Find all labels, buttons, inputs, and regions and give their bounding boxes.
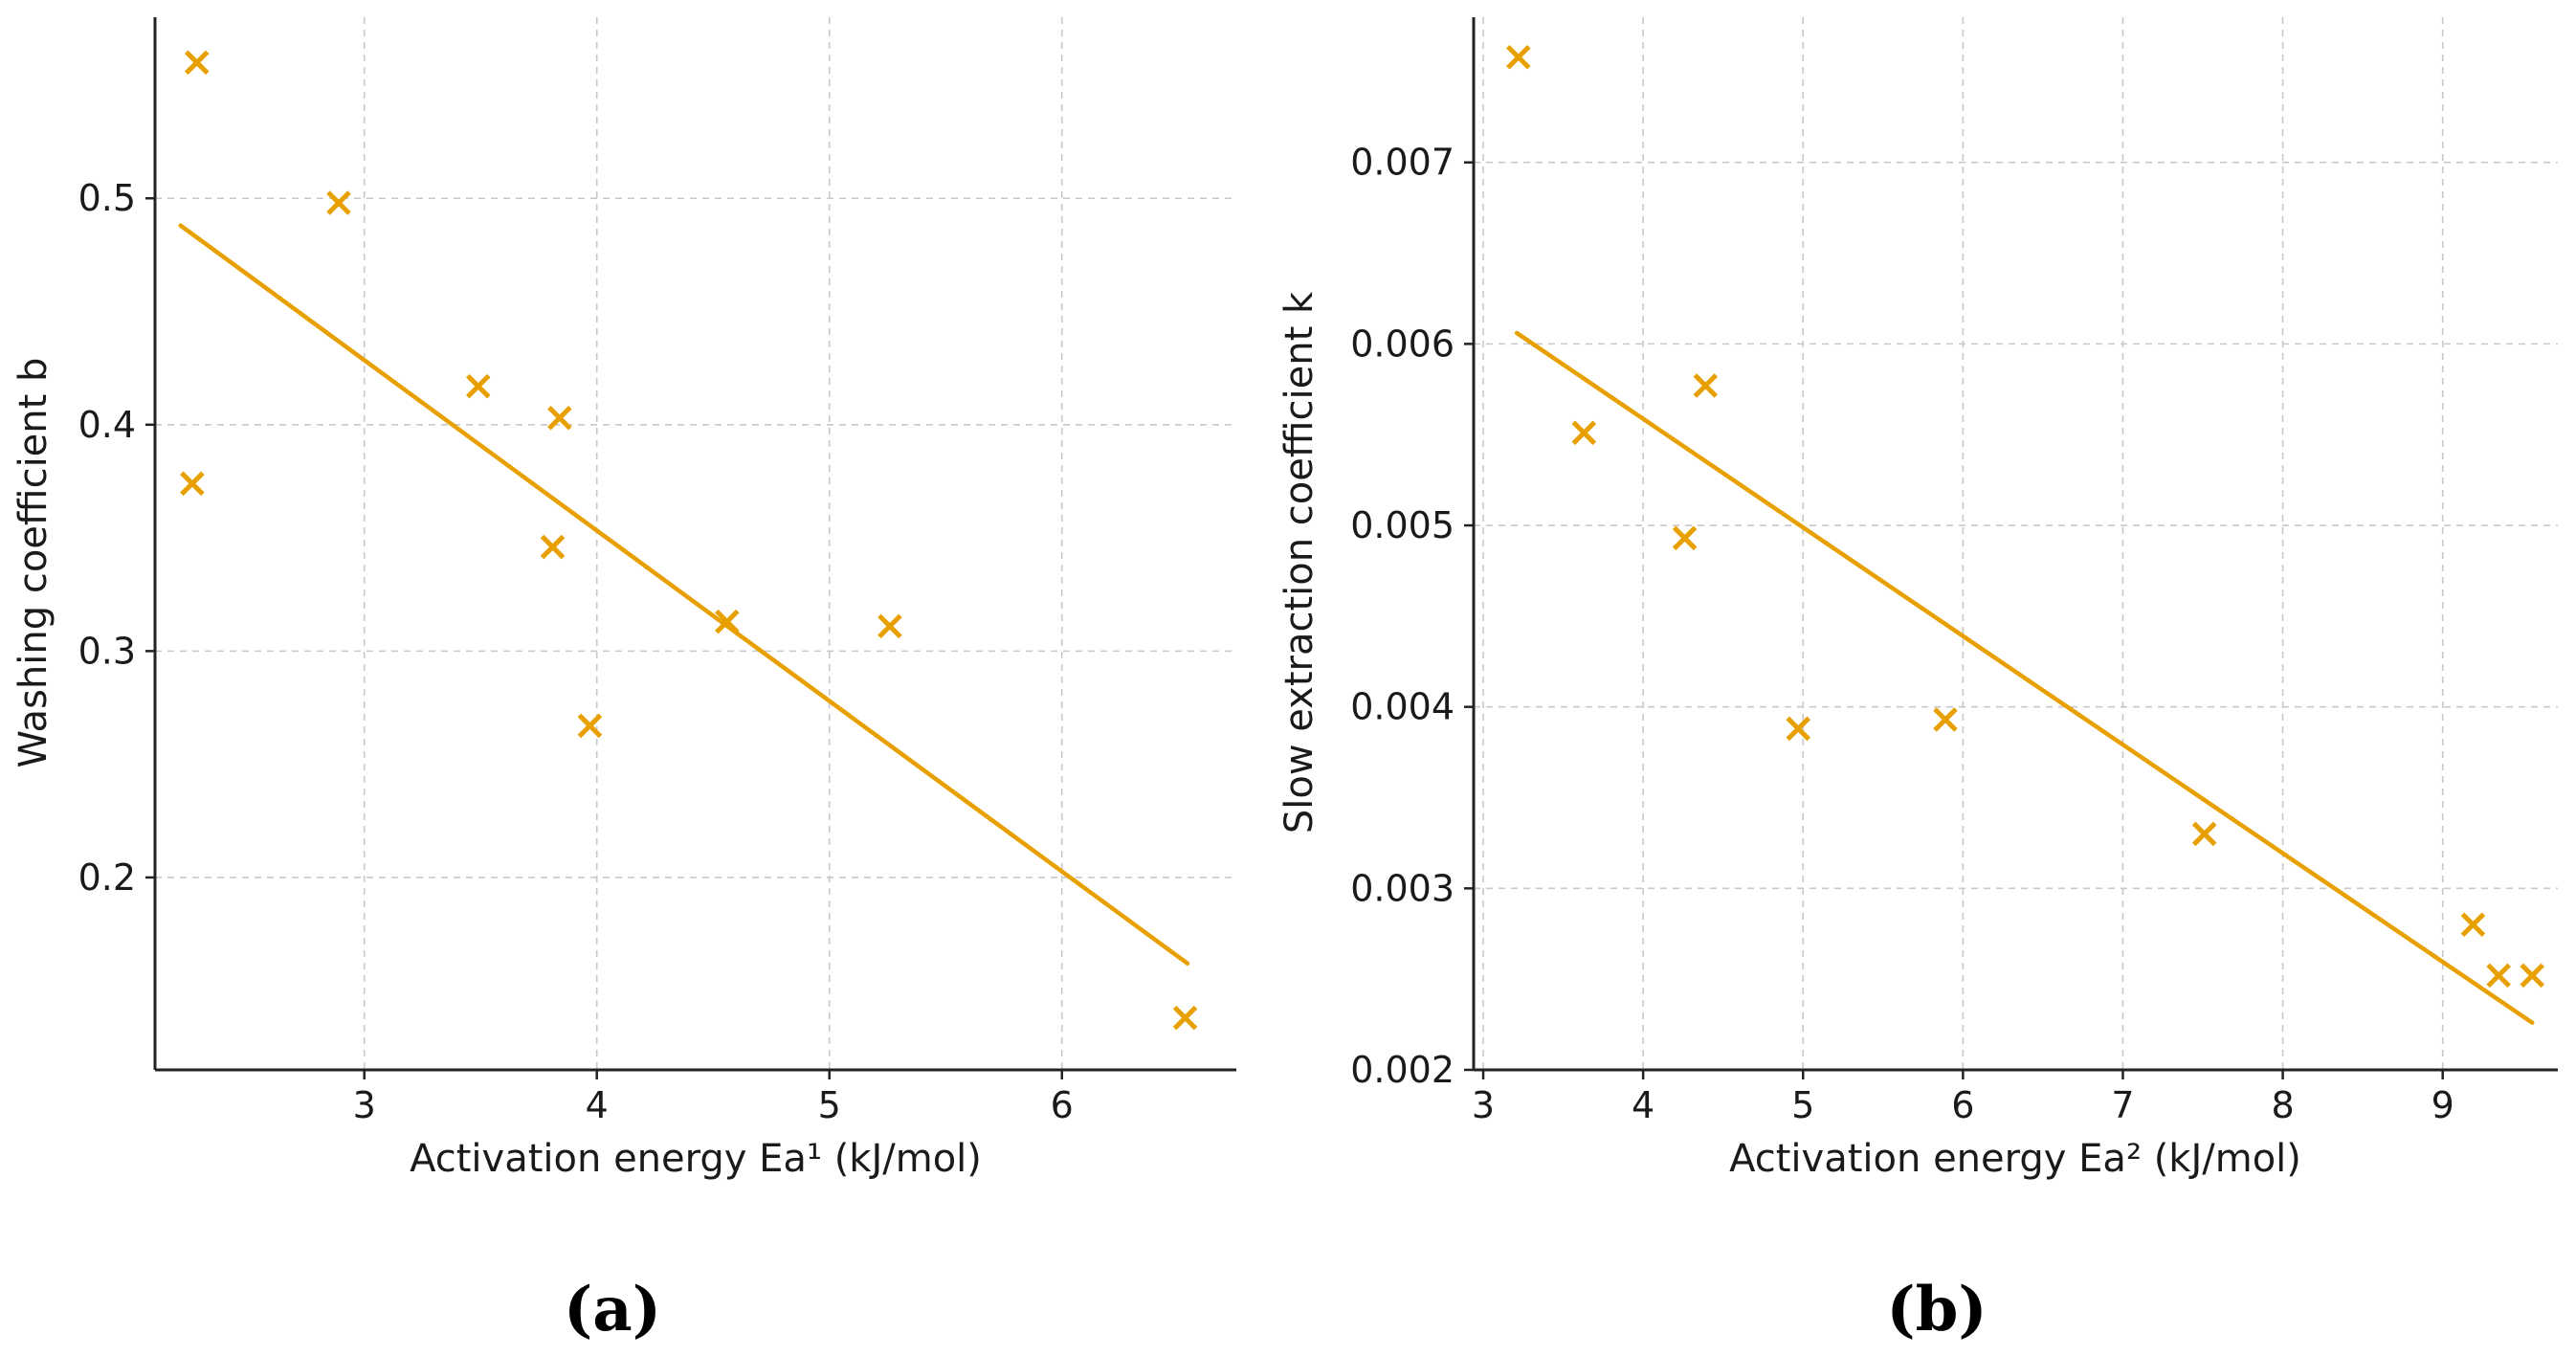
- panel-b-y-tick-label: 0.004: [1350, 686, 1455, 728]
- panel-b-x-tick-label: 5: [1791, 1084, 1814, 1126]
- panel-b-data-point: [2191, 821, 2217, 847]
- panel-b-x-tick-label: 9: [2432, 1084, 2454, 1126]
- panel-a-label: (a): [564, 1274, 661, 1345]
- panel-b-data-point: [2460, 912, 2486, 938]
- panel-a-y-axis-title: Washing coefficient b: [11, 358, 56, 768]
- panel-a-data-point: [577, 713, 603, 739]
- panel-b-y-tick-label: 0.007: [1350, 142, 1455, 184]
- panel-a-data-point: [877, 613, 902, 639]
- panel-a-data-point: [326, 190, 351, 215]
- panel-a-fit: [178, 223, 1190, 967]
- panel-b-data-point: [1571, 420, 1597, 446]
- panel-a-y-tick-label: 0.2: [78, 856, 136, 899]
- panel-b-x-tick-label: 7: [2111, 1084, 2134, 1126]
- panel-b-label: (b): [1886, 1274, 1987, 1345]
- panel-a-x-tick-label: 5: [818, 1084, 841, 1126]
- panel-b-x-tick-label: 3: [1472, 1084, 1495, 1126]
- panel-b-y-axis-title: Slow extraction coefficient k: [1277, 291, 1321, 834]
- panel-a-chart: 3 4 5 6 0.2 0.3 0.4 0.5 Activation energy Ea¹ (…: [11, 17, 1236, 1345]
- panel-a-y-tick-label: 0.5: [78, 177, 136, 219]
- panel-b-fit: [1514, 330, 2535, 1025]
- panel-a-data-point: [1172, 1005, 1198, 1031]
- panel-b-data-point: [1506, 44, 1531, 70]
- panel-b-data-point: [1786, 716, 1810, 742]
- panel-a-y-tick-label: 0.4: [78, 404, 136, 446]
- panel-b-x-tick-label: 8: [2271, 1084, 2294, 1126]
- panel-a-ticks: 3 4 5 6 0.2 0.3 0.4 0.5: [78, 177, 1074, 1126]
- panel-b-y-tick-label: 0.005: [1350, 504, 1455, 546]
- panel-b-fit-line: [1514, 330, 2535, 1025]
- panel-b-points: [1506, 44, 2545, 989]
- panel-a-grid: [155, 17, 1236, 1070]
- panel-a-x-tick-label: 6: [1051, 1084, 1074, 1126]
- panel-a-x-tick-label: 4: [586, 1084, 609, 1126]
- panel-a-data-point: [540, 534, 566, 560]
- panel-b-y-tick-label: 0.006: [1350, 322, 1455, 365]
- panel-a-y-tick-label: 0.3: [78, 630, 136, 672]
- panel-a-data-point: [466, 373, 491, 399]
- panel-b-chart: 3 4 5 6 7 8 9 0.002 0.003 0.004 0.005 0.006 0.007 Ac…: [1277, 17, 2558, 1345]
- panel-b-data-point: [1933, 707, 1958, 732]
- panel-a-data-point: [184, 50, 210, 76]
- panel-b-x-tick-label: 4: [1632, 1084, 1654, 1126]
- panel-b-x-axis-title: Activation energy Ea² (kJ/mol): [1729, 1137, 2301, 1181]
- panel-a-x-axis-title: Activation energy Ea¹ (kJ/mol): [410, 1137, 982, 1181]
- panel-b-data-point: [1672, 525, 1698, 551]
- panel-b-x-tick-label: 6: [1951, 1084, 1974, 1126]
- panel-a-points: [180, 50, 1198, 1031]
- panel-b-data-point: [1693, 373, 1719, 398]
- panel-b-data-point: [2520, 963, 2545, 989]
- panel-a-x-tick-label: 3: [353, 1084, 376, 1126]
- panel-b-ticks: 3 4 5 6 7 8 9 0.002 0.003 0.004 0.005 0.006 0.007: [1350, 142, 2454, 1126]
- panel-b-data-point: [2486, 963, 2511, 989]
- panel-b-grid: [1474, 17, 2558, 1071]
- panel-a-data-point: [547, 405, 572, 431]
- panel-a-data-point: [180, 471, 205, 497]
- panel-a-data-point: [715, 609, 740, 634]
- panel-a-fit-line: [178, 223, 1190, 967]
- panel-b-y-tick-label: 0.002: [1350, 1049, 1455, 1091]
- panel-b-y-tick-label: 0.003: [1350, 867, 1455, 909]
